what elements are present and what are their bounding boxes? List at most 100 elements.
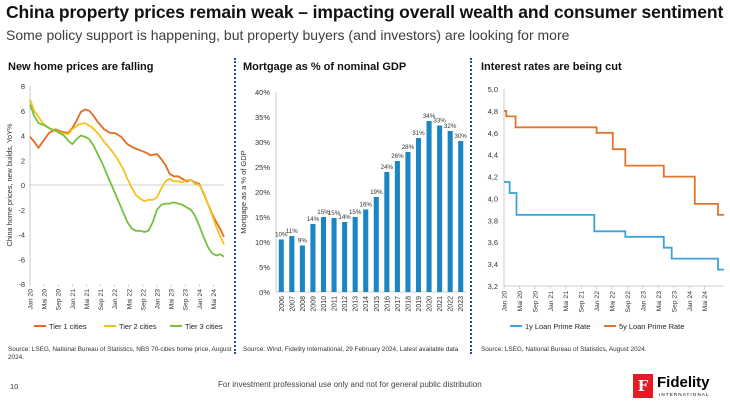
data-label: 34%	[423, 113, 436, 120]
x-tick-label: 2021	[437, 296, 444, 312]
x-tick-label: Sep 20	[56, 289, 63, 311]
logo-name: Fidelity	[657, 374, 710, 391]
bar	[415, 138, 422, 292]
x-tick-label: 2015	[374, 296, 381, 312]
x-tick-label: Mai 21	[563, 291, 570, 312]
x-tick-label: Mai 21	[84, 289, 91, 310]
y-tick-label: 15%	[255, 213, 270, 222]
x-tick-label: 2017	[395, 296, 402, 312]
legend-label: Tier 1 cities	[49, 322, 87, 331]
y-tick-label: -4	[18, 231, 25, 240]
y-tick-label: 3,8	[488, 216, 498, 225]
chart2-source: Source: Wind, Fidelity International, 29…	[243, 346, 459, 353]
data-label: 15%	[349, 209, 362, 216]
data-label: 9%	[298, 238, 307, 245]
bar	[373, 197, 379, 292]
x-tick-label: Sep 23	[183, 289, 190, 311]
series-line	[29, 104, 225, 258]
y-tick-label: 0	[21, 181, 25, 190]
x-tick-label: 2012	[342, 296, 349, 312]
x-tick-label: 2013	[353, 296, 360, 312]
y-axis-title: Mortgage as a % of GDP	[239, 150, 248, 233]
series-line	[504, 110, 724, 216]
legend-label: Tier 3 cities	[185, 322, 223, 331]
data-label: 26%	[391, 153, 404, 160]
data-label: 11%	[286, 228, 298, 235]
bar	[352, 217, 358, 292]
legend-label: Tier 2 cities	[119, 322, 157, 331]
x-tick-label: Jan 23	[640, 291, 647, 312]
data-label: 16%	[360, 202, 373, 209]
x-tick-label: 2011	[332, 296, 339, 311]
x-tick-label: 2010	[321, 296, 328, 312]
page-title: China property prices remain weak – impa…	[6, 2, 724, 22]
y-tick-label: 4,6	[488, 129, 498, 138]
bar	[363, 209, 369, 292]
bar	[299, 245, 305, 292]
bar	[447, 131, 453, 292]
y-tick-label: 3,2	[488, 282, 498, 291]
data-label: 15%	[328, 210, 341, 217]
disclaimer-note: For investment professional use only and…	[218, 380, 482, 389]
series-line	[29, 108, 225, 238]
chart2-mortgage-gdp: 0% 5% 10% 15% 20% 25% 30% 35% 40% Mortgage as a %…	[239, 88, 467, 312]
logo-subtitle: INTERNATIONAL	[659, 392, 710, 397]
x-tick-label: Sep 21	[579, 291, 586, 313]
chart3-source: Source: LSEG, National Bureau of Statist…	[481, 346, 647, 353]
data-label: 31%	[412, 130, 425, 137]
data-label: 19%	[370, 189, 383, 196]
y-tick-label: 40%	[255, 88, 270, 97]
bar	[289, 236, 295, 292]
y-tick-label: 5,0	[488, 85, 498, 94]
x-tick-label: Jan 21	[70, 289, 77, 310]
x-tick-label: 2023	[458, 296, 465, 312]
y-axis-title: China home prices, new builds, YoY%	[5, 123, 14, 246]
x-tick-label: Jan 23	[154, 289, 161, 310]
x-tick-label: Sep 20	[532, 291, 539, 313]
y-tick-label: 10%	[255, 238, 270, 247]
y-tick-label: 35%	[255, 113, 270, 122]
x-tick-label: Jan 22	[594, 291, 601, 312]
chart1-source: Source: LSEG, National Bureau of Statist…	[8, 346, 232, 361]
chart1-home-prices: -8 -6 -4 -2 0 2 4 6 8 Jan 20 Mai 20 Sep 20 Jan 21 Mai…	[5, 82, 225, 331]
y-tick-label: -8	[18, 280, 25, 289]
data-label: 15%	[317, 209, 330, 216]
chart2-title: Mortgage as % of nominal GDP	[243, 61, 407, 73]
x-tick-label: Jan 22	[112, 289, 119, 310]
x-tick-label: Sep 21	[98, 289, 105, 311]
x-tick-label: Jan 20	[28, 289, 35, 310]
y-tick-label: 3,4	[488, 260, 498, 269]
x-tick-label: 2009	[310, 296, 317, 312]
legend-label: 1y Loan Prime Rate	[525, 322, 590, 331]
data-label: 14%	[338, 214, 351, 221]
x-tick-label: 2014	[363, 296, 370, 312]
x-tick-label: 2019	[416, 296, 423, 312]
bar	[278, 239, 284, 292]
y-tick-label: -6	[18, 255, 25, 264]
x-tick-label: 2016	[384, 296, 391, 312]
page-number: 10	[10, 382, 19, 391]
x-tick-label: 2020	[427, 296, 434, 312]
x-tick-label: Mai 24	[211, 289, 218, 310]
data-label: 14%	[307, 216, 320, 223]
y-tick-label: 4,4	[488, 151, 498, 160]
bar	[405, 152, 411, 292]
logo-mark: F	[633, 374, 653, 398]
bar	[331, 218, 337, 292]
x-tick-label: Jan 20	[502, 291, 509, 312]
x-tick-label: Sep 23	[671, 291, 678, 313]
y-tick-label: 4,8	[488, 107, 498, 116]
y-tick-label: 6	[21, 107, 25, 116]
x-tick-label: Mai 22	[126, 289, 133, 310]
bar	[426, 121, 432, 292]
x-tick-label: Mai 22	[610, 291, 617, 312]
x-tick-label: Jan 24	[687, 291, 694, 312]
bar	[310, 224, 316, 292]
data-label: 28%	[402, 144, 415, 151]
y-tick-label: 4,2	[488, 173, 498, 182]
panel-divider	[234, 58, 236, 354]
x-tick-label: Mai 20	[42, 289, 49, 310]
chart3-interest-rates: 3,2 3,4 3,6 3,8 4,0 4,2 4,4 4,6 4,8 5,0 Jan 20 Mai …	[488, 85, 724, 331]
chart1-title: New home prices are falling	[8, 61, 154, 73]
x-tick-label: Jan 24	[197, 289, 204, 310]
